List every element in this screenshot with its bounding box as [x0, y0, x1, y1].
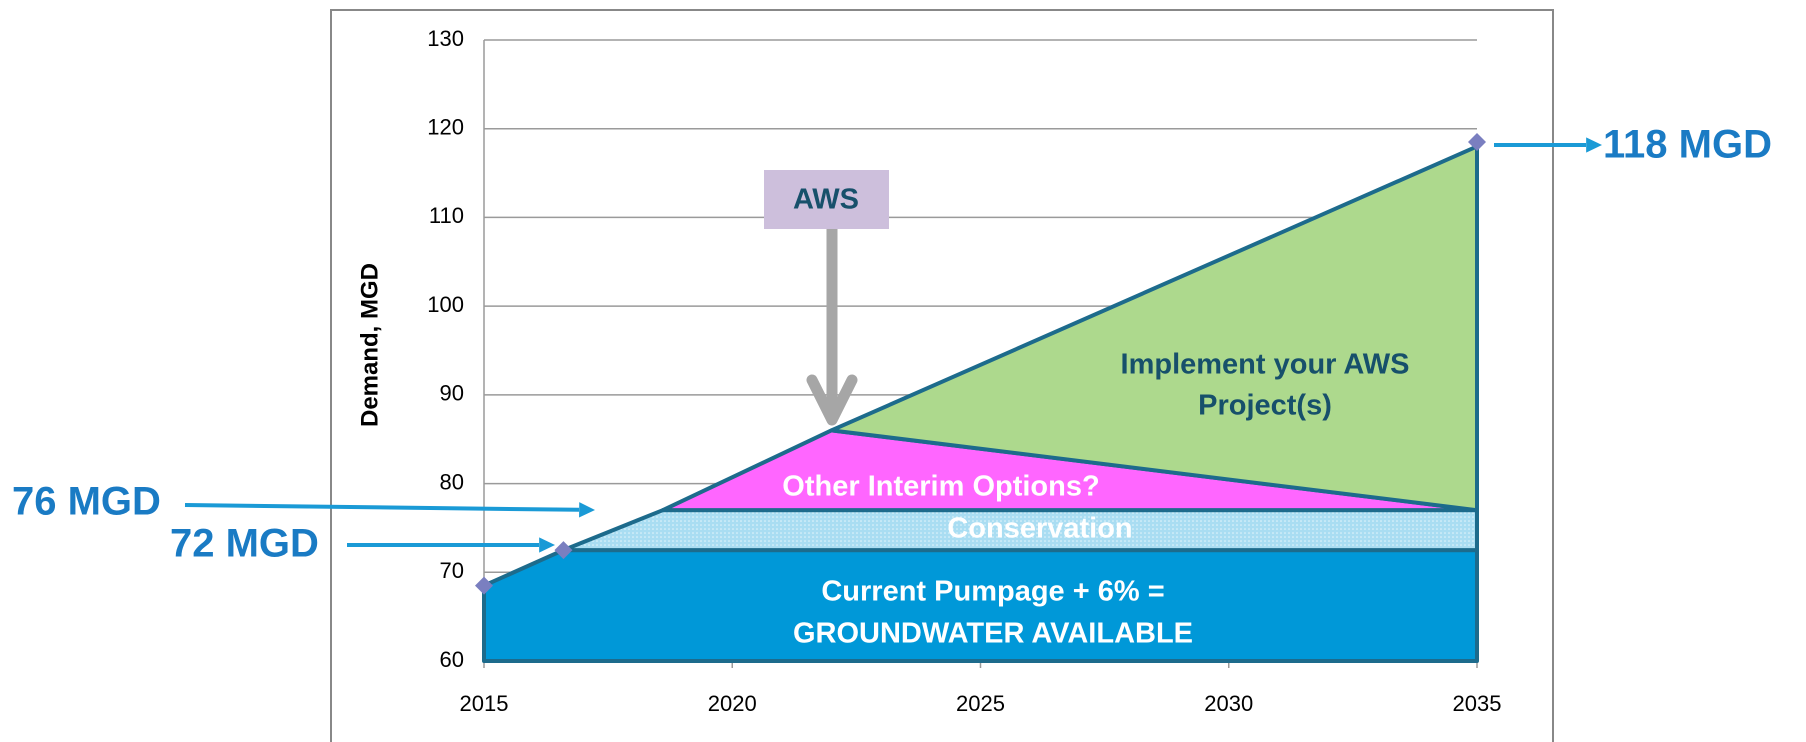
x-tick-label: 2025 — [956, 691, 1005, 716]
aws-arrow-head — [806, 374, 858, 426]
region-label: Other Interim Options? — [782, 471, 1099, 503]
annotation: 72 MGD — [170, 522, 319, 566]
x-tick-label: 2035 — [1453, 691, 1502, 716]
y-tick-label: 80 — [440, 469, 464, 494]
x-tick-label: 2015 — [460, 691, 509, 716]
aws-box — [764, 170, 889, 229]
region-label: GROUNDWATER AVAILABLE — [793, 618, 1193, 650]
y-tick-label: 110 — [429, 203, 464, 228]
annotation: 76 MGD — [12, 480, 161, 524]
x-tick-label: 2020 — [708, 691, 757, 716]
region-label: Implement your AWS — [1121, 349, 1410, 381]
y-tick-label: 100 — [427, 292, 464, 317]
annotation: 118 MGD — [1603, 123, 1772, 167]
region-label: Project(s) — [1198, 390, 1332, 422]
y-tick-label: 60 — [440, 647, 464, 672]
y-tick-label: 120 — [427, 115, 464, 140]
y-tick-label: 130 — [427, 26, 464, 51]
marker — [1468, 133, 1486, 152]
y-tick-label: 90 — [440, 381, 464, 406]
marker — [475, 576, 493, 595]
region-label: Current Pumpage + 6% = — [821, 576, 1164, 608]
arrow-head — [539, 537, 555, 553]
y-axis-label: Demand, MGD — [356, 263, 383, 427]
region-label: Conservation — [947, 513, 1132, 545]
arrow-head — [579, 502, 595, 518]
x-tick-label: 2030 — [1204, 691, 1253, 716]
marker — [554, 541, 573, 560]
arrow-line — [184, 503, 580, 512]
region — [829, 144, 1479, 513]
arrow-head — [1586, 137, 1602, 153]
annotation: AWS — [793, 184, 859, 216]
y-tick-label: 70 — [440, 558, 464, 583]
